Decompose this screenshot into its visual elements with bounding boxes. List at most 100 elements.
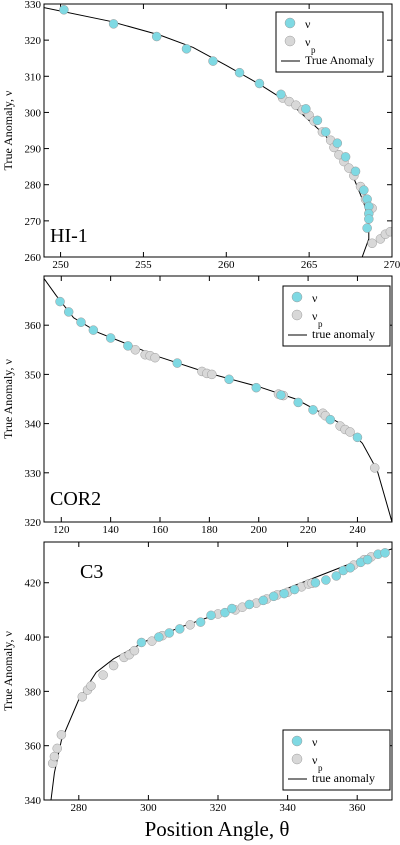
nu-point xyxy=(268,591,279,602)
y-tick-label: 360 xyxy=(25,741,42,753)
y-axis-label: True Anomaly, ν xyxy=(1,630,15,710)
nu-p-point xyxy=(129,645,140,656)
nu-p-point xyxy=(367,238,377,249)
nu-point xyxy=(224,374,234,385)
x-axis-label: Position Angle, θ xyxy=(145,817,290,841)
nu-p-point xyxy=(49,751,60,762)
legend-nu-p-swatch xyxy=(284,35,296,47)
y-tick-label: 290 xyxy=(25,144,42,156)
plot-frame xyxy=(43,275,393,523)
legend-label: ν xyxy=(312,309,318,323)
nu-p-point xyxy=(291,100,301,110)
nu-point xyxy=(345,563,355,573)
nu-point xyxy=(208,56,218,66)
nu-point xyxy=(55,296,65,307)
x-tick-label: 265 xyxy=(301,259,318,271)
y-tick-label: 320 xyxy=(25,35,42,47)
nu-p-point xyxy=(52,743,62,754)
nu-point xyxy=(312,115,323,126)
legend-label: ν xyxy=(312,735,318,749)
x-tick-label: 270 xyxy=(384,259,400,271)
nu-p-point xyxy=(207,369,217,380)
legend-label-subscript: p xyxy=(318,763,323,773)
nu-p-point xyxy=(185,620,195,630)
x-tick-label: 280 xyxy=(71,802,88,814)
legend-label: ν xyxy=(305,35,311,49)
y-tick-label: 350 xyxy=(25,369,42,381)
y-tick-label: 280 xyxy=(25,180,42,192)
x-tick-label: 300 xyxy=(140,802,157,814)
nu-p-point xyxy=(345,427,355,437)
x-tick-label: 340 xyxy=(279,802,296,814)
nu-point xyxy=(244,599,255,610)
nu-point xyxy=(293,397,303,408)
nu-point xyxy=(321,575,331,585)
legend-label: ν xyxy=(312,753,318,767)
nu-point xyxy=(362,554,373,565)
nu-point xyxy=(320,127,331,137)
nu-p-point xyxy=(77,692,88,702)
nu-p-point xyxy=(86,681,96,691)
nu-point xyxy=(332,138,343,148)
nu-point xyxy=(364,214,374,224)
plot-frame xyxy=(43,3,393,258)
panel-label: C3 xyxy=(80,561,103,583)
y-axis-label: True Anomaly, ν xyxy=(1,90,15,170)
y-tick-label: 270 xyxy=(25,216,42,228)
nu-p-point xyxy=(108,660,119,671)
nu-point xyxy=(340,152,351,162)
nu-point xyxy=(276,89,286,100)
x-tick-label: 160 xyxy=(152,524,169,536)
x-tick-label: 140 xyxy=(102,524,119,536)
nu-point xyxy=(88,325,99,335)
nu-point xyxy=(220,607,230,618)
nu-point xyxy=(59,5,69,15)
nu-point xyxy=(254,78,265,89)
nu-point xyxy=(108,19,119,29)
nu-point xyxy=(276,390,286,400)
y-tick-label: 310 xyxy=(25,71,42,83)
nu-point xyxy=(362,223,372,233)
nu-point xyxy=(310,577,321,588)
nu-point xyxy=(227,603,237,614)
panel-c3: 280 300 320 340 360 340 360 380 400 420 True Anoma… xyxy=(1,541,393,814)
nu-p-point xyxy=(369,463,380,473)
y-tick-label: 340 xyxy=(25,795,42,807)
legend-nu-swatch xyxy=(291,291,303,303)
y-tick-label: 340 xyxy=(25,419,42,431)
panel-cor2: 120 140 160 180 200 220 240 320 330 340 350 360 True… xyxy=(1,275,393,536)
x-tick-label: 360 xyxy=(349,802,366,814)
x-tick-label: 260 xyxy=(218,259,235,271)
nu-point xyxy=(164,628,175,638)
panel-label: HI-1 xyxy=(50,225,88,247)
nu-point xyxy=(136,637,147,648)
nu-point xyxy=(352,432,363,443)
nu-point xyxy=(154,632,164,642)
nu-point xyxy=(234,67,245,78)
x-tick-label: 250 xyxy=(52,259,69,271)
plot-frame xyxy=(43,541,393,801)
nu-point xyxy=(76,317,86,327)
nu-point xyxy=(181,44,192,54)
panel-hi-1: 250 255 260 265 270 260 270 280 290 300 310 320 330 T… xyxy=(1,0,400,271)
nu-point xyxy=(325,414,336,425)
nu-point xyxy=(105,333,116,343)
y-tick-label: 400 xyxy=(25,632,42,644)
nu-point xyxy=(63,307,74,317)
nu-p-point xyxy=(147,636,157,646)
y-tick-label: 360 xyxy=(25,320,42,332)
legend-label: ν xyxy=(305,17,311,31)
nu-point xyxy=(279,588,289,599)
nu-p-point xyxy=(56,730,67,740)
x-tick-label: 240 xyxy=(349,524,366,536)
y-tick-label: 330 xyxy=(25,468,42,480)
y-tick-label: 380 xyxy=(25,686,42,698)
y-tick-label: 330 xyxy=(25,0,42,11)
legend-label: true anomaly xyxy=(312,327,375,341)
x-tick-label: 120 xyxy=(53,524,70,536)
nu-point xyxy=(301,104,311,114)
x-tick-label: 220 xyxy=(300,524,317,536)
